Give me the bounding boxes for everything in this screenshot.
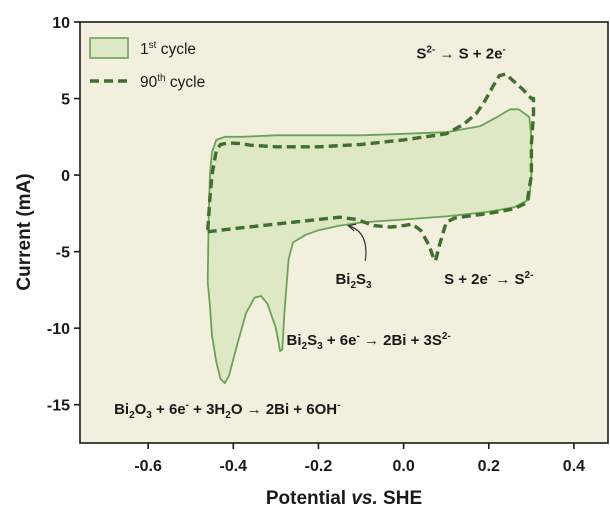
superscript: - [488,270,491,281]
text-run: 1 [140,41,149,58]
subscript: 3 [366,280,372,291]
x-tick-label: 0.0 [392,458,414,475]
x-tick-label: -0.4 [220,458,248,475]
subscript: 2 [129,410,135,421]
legend: 1st​ cycle 90th​ cycle [89,37,205,91]
subscript: 2 [225,410,231,421]
text-run: → S [491,271,524,288]
text-run: cycle [166,74,206,91]
legend-label-90th-cycle: 90th​ cycle [140,73,205,91]
x-axis-title-pre: Potential [266,488,352,509]
plot-area-background [80,22,608,443]
text-run: + 3H [189,401,225,418]
series-line-1st-cycle [206,108,533,385]
text-run: 90 [140,74,158,91]
annotation-layer: S2-​ → S + 2e-​S + 2e-​ → S2-​Bi2​S3​Bi2… [114,45,533,421]
annotation-bi2s3-reduction: Bi2​S3​ + 6e-​ → 2Bi + 3S2-​ [287,331,451,352]
legend-swatch-1st-cycle [89,37,129,59]
text-run: S + 2e [444,271,488,288]
text-run: → S + 2e [435,46,502,63]
y-axis-title: Current (mA) [14,173,35,290]
y-tick-label: 0 [61,168,70,185]
text-run: Bi [114,401,129,418]
series-line-90th-cycle [206,72,536,263]
superscript: 2- [442,331,451,342]
superscript: 2- [525,270,534,281]
superscript: - [356,331,359,342]
superscript: - [337,400,340,411]
text-run: cycle [156,41,196,58]
y-tick-label: -5 [56,245,70,262]
superscript: st [149,40,157,51]
y-tick-label: 10 [52,15,70,32]
x-tick-label: -0.2 [305,458,333,475]
subscript: 2 [350,280,356,291]
y-tick-label: -15 [47,398,70,415]
annotation-bi2s3-label: Bi2​S3​ [335,271,372,291]
annotation-arrowhead [346,223,357,232]
y-tick-label: -10 [47,321,70,338]
subscript: 3 [146,410,152,421]
series-layer [206,72,536,385]
annotation-bi2o3-reduction: Bi2​O3​ + 6e-​ + 3H2​O → 2Bi + 6OH-​ [114,400,340,421]
superscript: 2- [426,45,435,56]
text-run: Bi [335,271,350,288]
x-tick-label: 0.2 [478,458,500,475]
annotation-s-reduction: S + 2e-​ → S2-​ [444,270,533,288]
y-tick-label: 5 [61,92,70,109]
text-run: S [307,332,317,349]
superscript: th [157,73,165,84]
annotation-s2-oxidation: S2-​ → S + 2e-​ [416,45,505,63]
text-run: S [356,271,366,288]
x-tick-label: 0.4 [563,458,585,475]
legend-label-1st-cycle: 1st​ cycle [140,40,196,58]
subscript: 2 [302,341,308,352]
plot-frame [79,21,609,444]
superscript: - [186,400,189,411]
subscript: 3 [317,341,323,352]
annotation-arrow [348,225,367,261]
text-run: S [416,46,426,63]
x-axis-title: Potential vs. SHE [266,488,422,509]
text-run: O [135,401,147,418]
text-run: → 2Bi + 3S [360,332,442,349]
text-run: O → 2Bi + 6OH [231,401,337,418]
x-axis-title-post: SHE [378,488,422,509]
text-run: + 6e [152,401,186,418]
x-tick-label: -0.6 [134,458,162,475]
text-run: Bi [287,332,302,349]
text-run: + 6e [323,332,357,349]
superscript: - [502,45,505,56]
axis-layer: -0.6 -0.4 -0.2 0.0 0.2 0.4 -15 -10 -5 0 5 10 [47,15,609,475]
x-axis-title-italic: vs. [351,488,377,509]
